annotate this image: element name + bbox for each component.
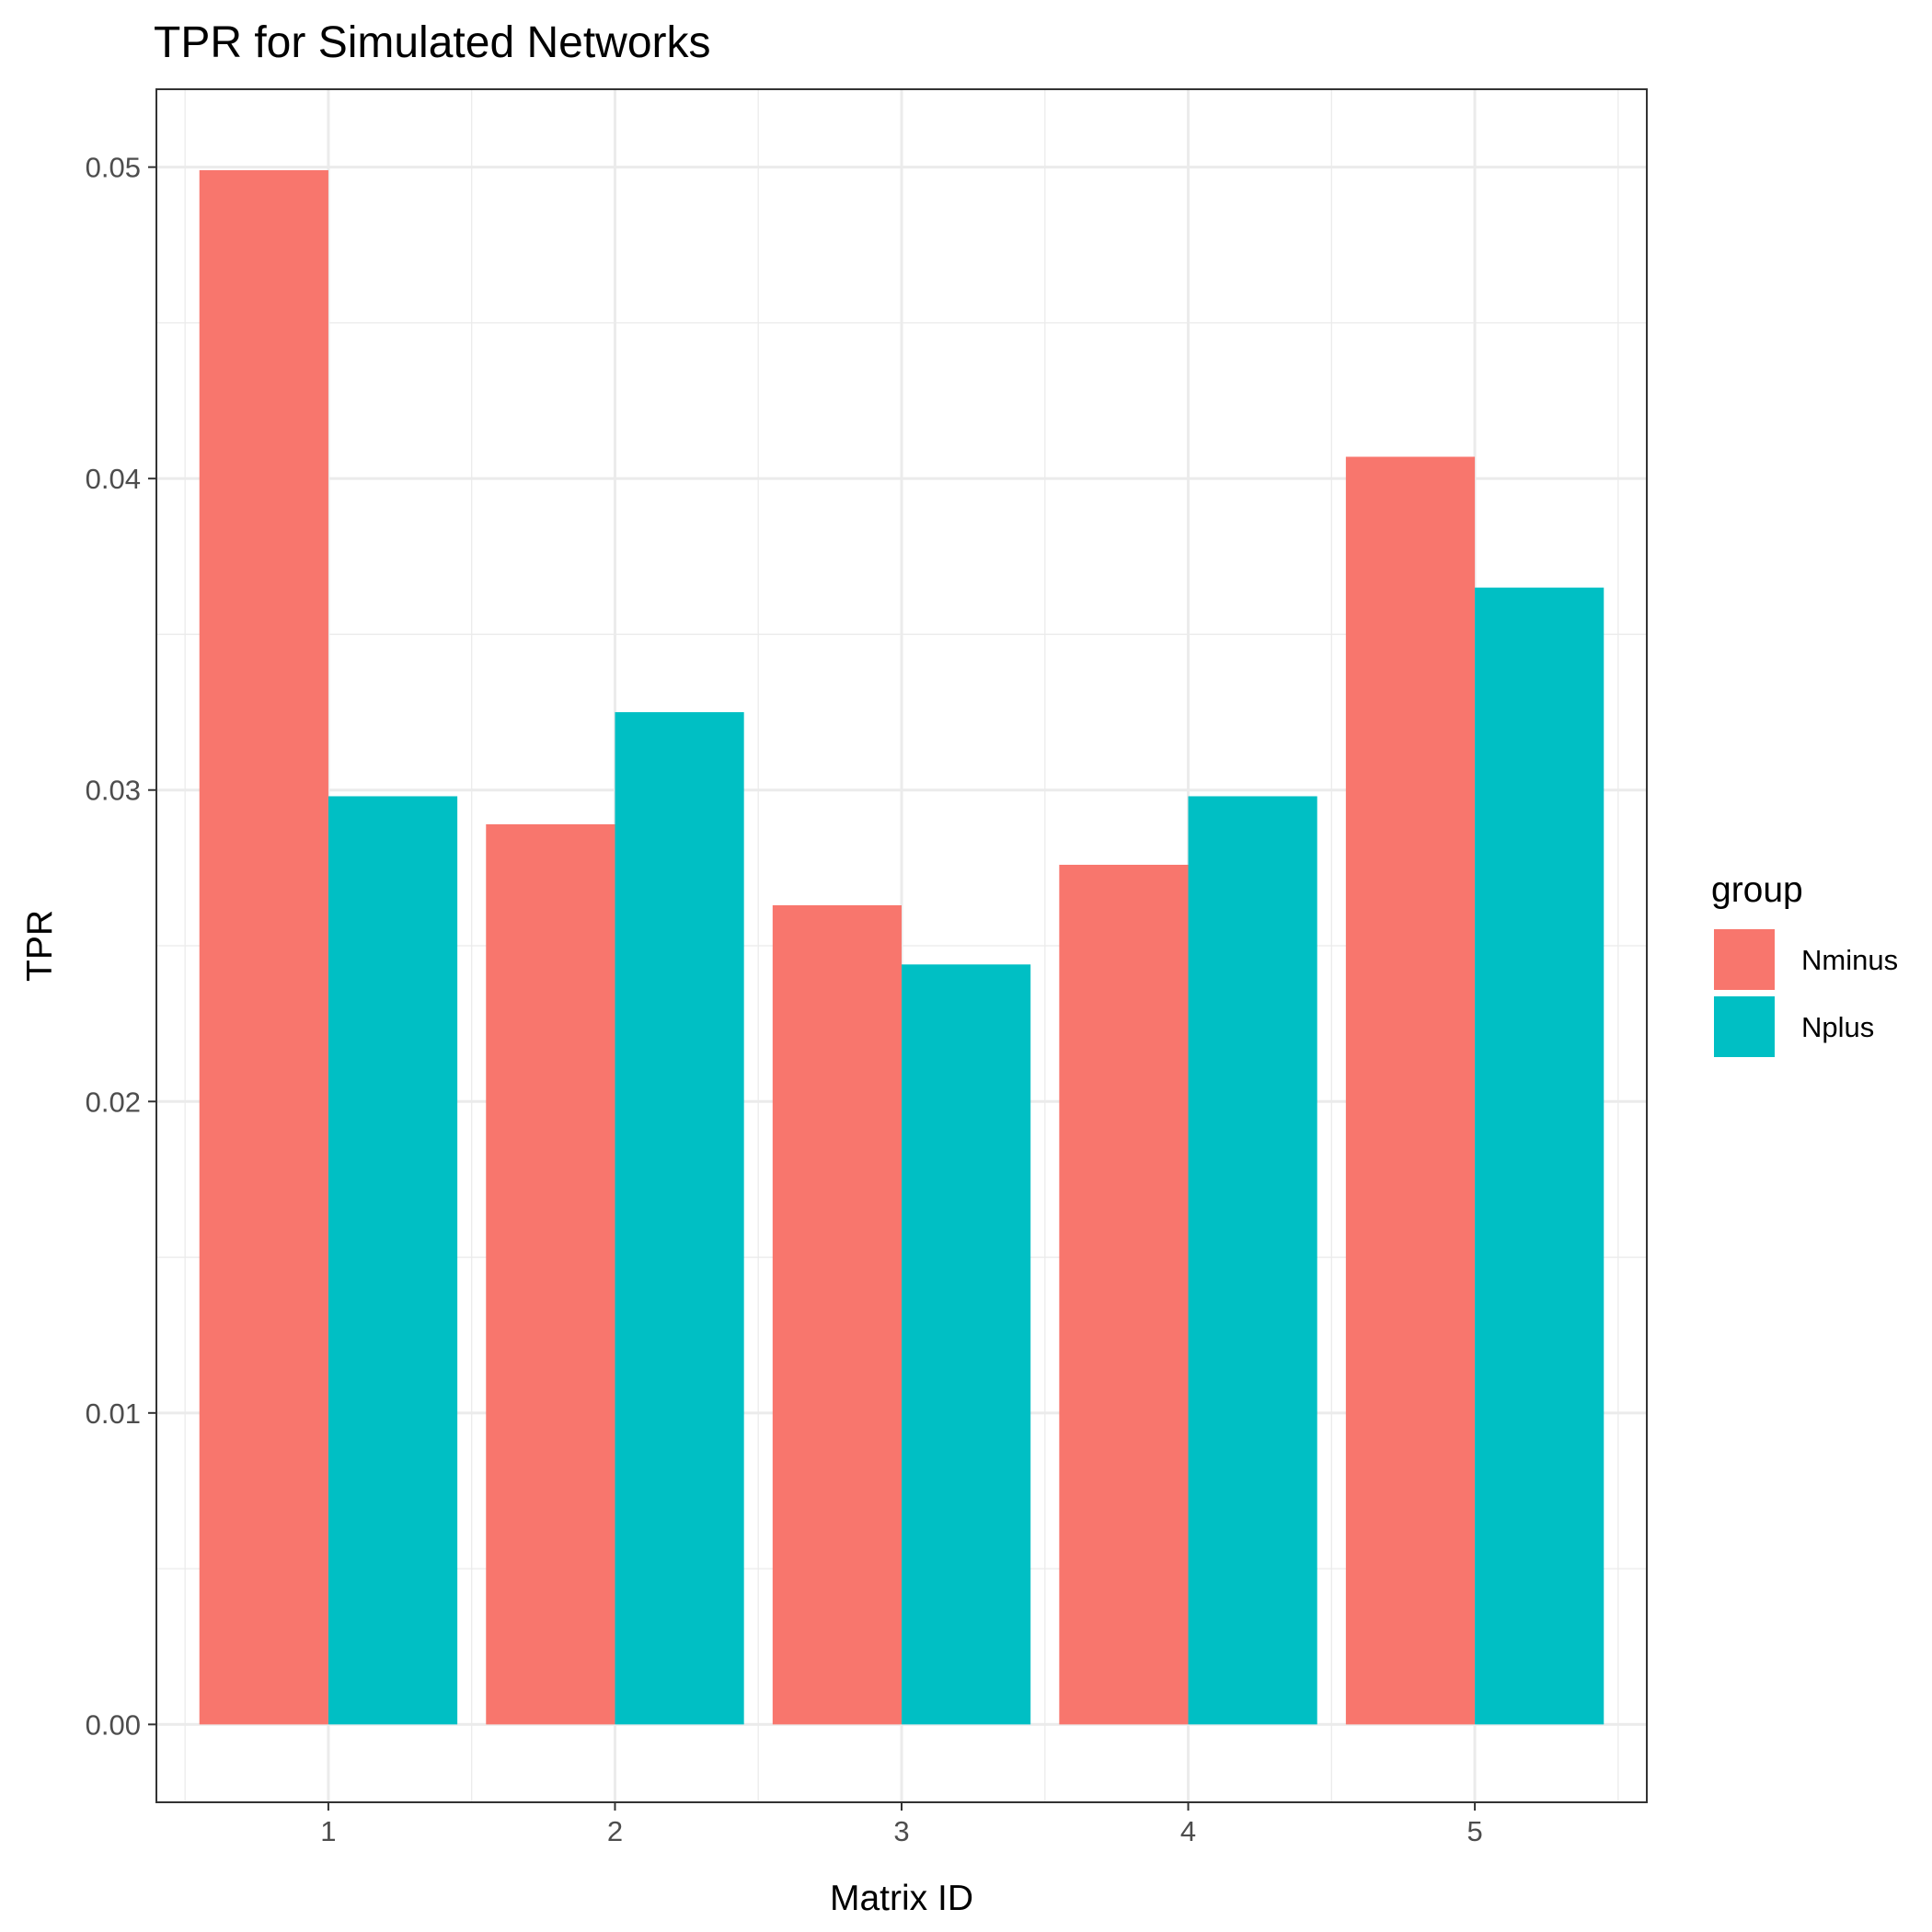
bar-nplus-1 — [328, 796, 458, 1725]
y-tick-label: 0.01 — [86, 1397, 141, 1430]
bar-nplus-3 — [902, 964, 1031, 1725]
x-axis-title: Matrix ID — [830, 1879, 973, 1918]
x-tick-label: 5 — [1466, 1815, 1482, 1847]
y-tick-label: 0.02 — [86, 1086, 141, 1118]
x-tick-label: 1 — [320, 1815, 336, 1847]
plot-panel — [155, 88, 1648, 1803]
legend-label-nplus: Nplus — [1801, 1011, 1874, 1043]
y-tick-label: 0.04 — [86, 463, 141, 495]
x-axis: 1 2 3 4 5 — [320, 1802, 1483, 1847]
bar-nplus-5 — [1475, 587, 1604, 1725]
legend-key-nplus — [1714, 996, 1775, 1057]
bar-nminus-2 — [486, 823, 615, 1725]
bar-nplus-4 — [1188, 796, 1317, 1725]
bar-nminus-5 — [1345, 456, 1476, 1725]
legend-label-nminus: Nminus — [1801, 944, 1898, 976]
bar-nminus-1 — [199, 170, 328, 1725]
y-axis-title: TPR — [20, 910, 60, 982]
y-tick-label: 0.00 — [86, 1708, 141, 1741]
chart-title: TPR for Simulated Networks — [154, 18, 711, 67]
bar-nminus-3 — [772, 904, 902, 1725]
y-tick-label: 0.05 — [86, 152, 141, 184]
x-tick-label: 4 — [1180, 1815, 1196, 1847]
y-tick-label: 0.03 — [86, 775, 141, 807]
bar-nminus-4 — [1059, 864, 1189, 1725]
x-tick-label: 2 — [607, 1815, 623, 1847]
bars — [199, 170, 1604, 1725]
legend-key-nminus — [1714, 929, 1775, 990]
x-tick-label: 3 — [893, 1815, 909, 1847]
bar-nplus-2 — [615, 712, 744, 1725]
legend: group Nminus Nplus — [1711, 870, 1898, 1057]
legend-title: group — [1711, 870, 1803, 910]
y-axis: 0.00 0.01 0.02 0.03 0.04 0.05 — [86, 152, 156, 1741]
